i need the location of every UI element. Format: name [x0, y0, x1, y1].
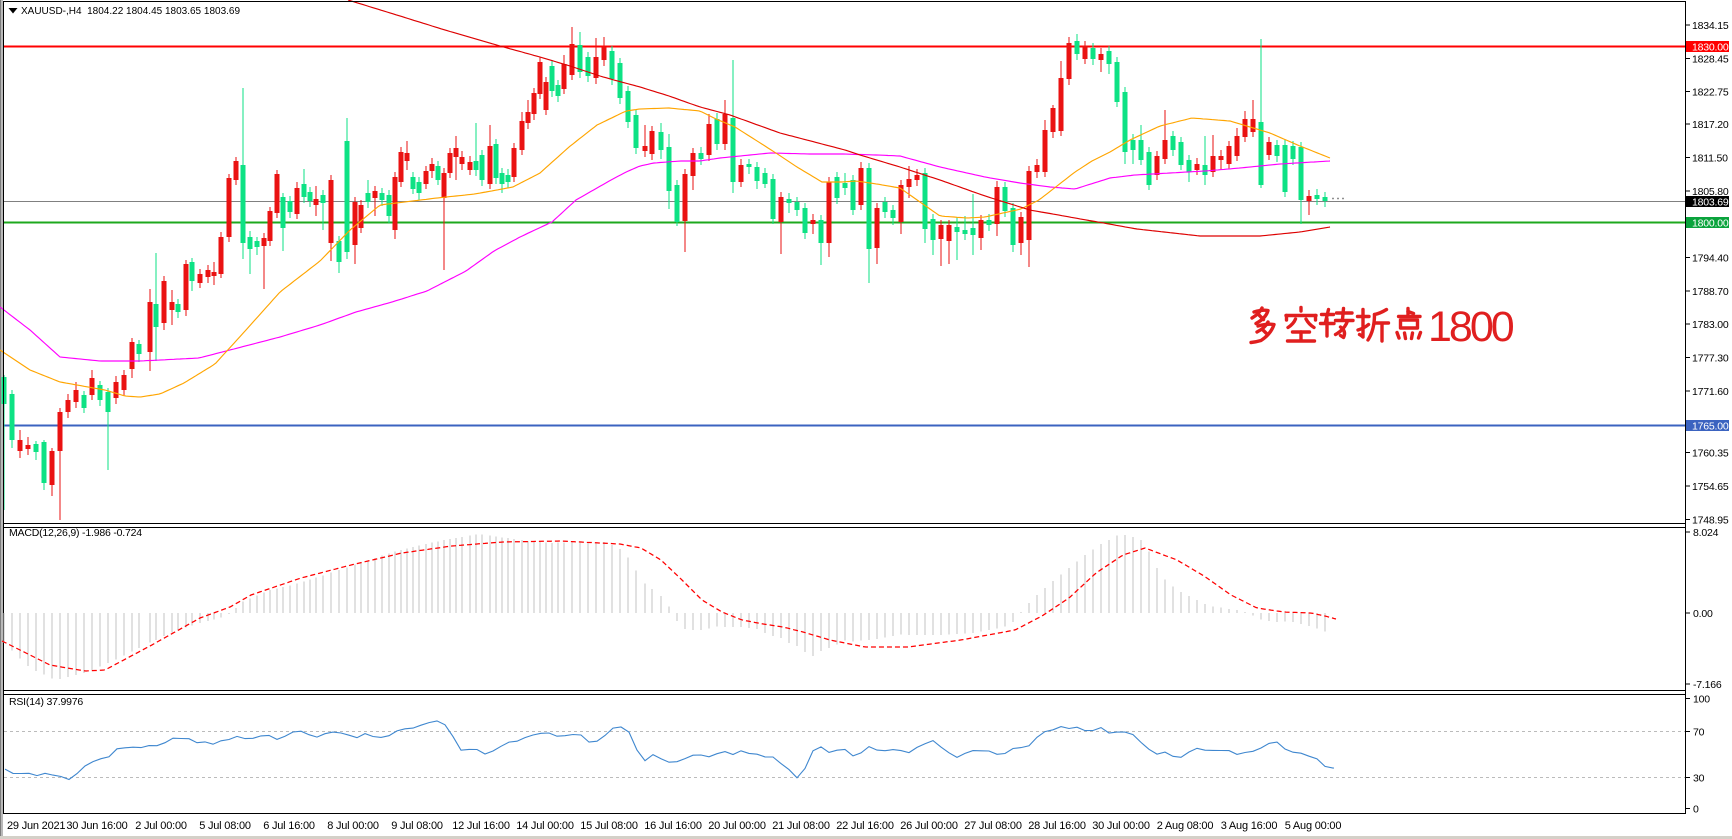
svg-text:15 Jul 08:00: 15 Jul 08:00	[580, 820, 638, 832]
svg-text:9 Jul 08:00: 9 Jul 08:00	[391, 820, 443, 832]
svg-text:5 Jul 08:00: 5 Jul 08:00	[199, 820, 251, 832]
svg-text:8 Jul 00:00: 8 Jul 00:00	[327, 820, 379, 832]
svg-text:30: 30	[1693, 773, 1705, 785]
svg-text:1754.65: 1754.65	[1692, 481, 1729, 493]
svg-text:1783.00: 1783.00	[1692, 319, 1729, 331]
svg-text:1765.00: 1765.00	[1692, 421, 1729, 433]
svg-text:1760.35: 1760.35	[1692, 448, 1729, 460]
svg-text:1748.95: 1748.95	[1692, 514, 1729, 526]
svg-text:14 Jul 00:00: 14 Jul 00:00	[516, 820, 574, 832]
svg-text:1805.80: 1805.80	[1692, 186, 1729, 198]
svg-text:22 Jul 16:00: 22 Jul 16:00	[836, 820, 894, 832]
svg-text:1788.70: 1788.70	[1692, 286, 1729, 298]
svg-text:0.00: 0.00	[1693, 608, 1713, 620]
svg-text:0: 0	[1693, 804, 1699, 816]
svg-text:2 Jul 00:00: 2 Jul 00:00	[135, 820, 187, 832]
svg-text:1771.60: 1771.60	[1692, 386, 1729, 398]
svg-text:20 Jul 00:00: 20 Jul 00:00	[708, 820, 766, 832]
svg-text:1830.00: 1830.00	[1692, 42, 1729, 54]
svg-text:1803.69: 1803.69	[1692, 197, 1729, 209]
svg-text:1811.50: 1811.50	[1692, 152, 1728, 164]
svg-text:30 Jul 00:00: 30 Jul 00:00	[1092, 820, 1150, 832]
svg-text:8.024: 8.024	[1693, 527, 1719, 539]
svg-text:1834.15: 1834.15	[1692, 20, 1729, 32]
svg-text:16 Jul 16:00: 16 Jul 16:00	[644, 820, 702, 832]
svg-text:21 Jul 08:00: 21 Jul 08:00	[772, 820, 830, 832]
svg-text:MACD(12,26,9) -1.986 -0.724: MACD(12,26,9) -1.986 -0.724	[9, 527, 142, 539]
svg-text:28 Jul 16:00: 28 Jul 16:00	[1028, 820, 1086, 832]
svg-text:12 Jul 16:00: 12 Jul 16:00	[452, 820, 510, 832]
svg-text:70: 70	[1693, 727, 1705, 739]
svg-text:29 Jun 2021: 29 Jun 2021	[7, 820, 65, 832]
svg-text:1800: 1800	[1428, 303, 1514, 351]
svg-text:1828.45: 1828.45	[1692, 53, 1729, 65]
svg-text:30 Jun 16:00: 30 Jun 16:00	[66, 820, 127, 832]
svg-text:27 Jul 08:00: 27 Jul 08:00	[964, 820, 1022, 832]
svg-text:2 Aug 08:00: 2 Aug 08:00	[1157, 820, 1214, 832]
svg-text:-7.166: -7.166	[1693, 679, 1722, 691]
svg-text:XAUUSD-,H4 1804.22 1804.45 18: XAUUSD-,H4 1804.22 1804.45 1803.65 1803.…	[21, 6, 240, 17]
svg-text:1777.30: 1777.30	[1692, 353, 1729, 365]
svg-text:1817.20: 1817.20	[1692, 119, 1729, 131]
svg-text:100: 100	[1693, 694, 1710, 706]
svg-text:1822.75: 1822.75	[1692, 87, 1729, 99]
svg-text:26 Jul 00:00: 26 Jul 00:00	[900, 820, 958, 832]
svg-text:1794.40: 1794.40	[1692, 253, 1729, 265]
svg-text:3 Aug 16:00: 3 Aug 16:00	[1221, 820, 1278, 832]
svg-text:5 Aug 00:00: 5 Aug 00:00	[1285, 820, 1342, 832]
svg-text:1800.00: 1800.00	[1692, 218, 1729, 230]
svg-text:RSI(14) 37.9976: RSI(14) 37.9976	[9, 696, 83, 708]
svg-text:6 Jul 16:00: 6 Jul 16:00	[263, 820, 315, 832]
